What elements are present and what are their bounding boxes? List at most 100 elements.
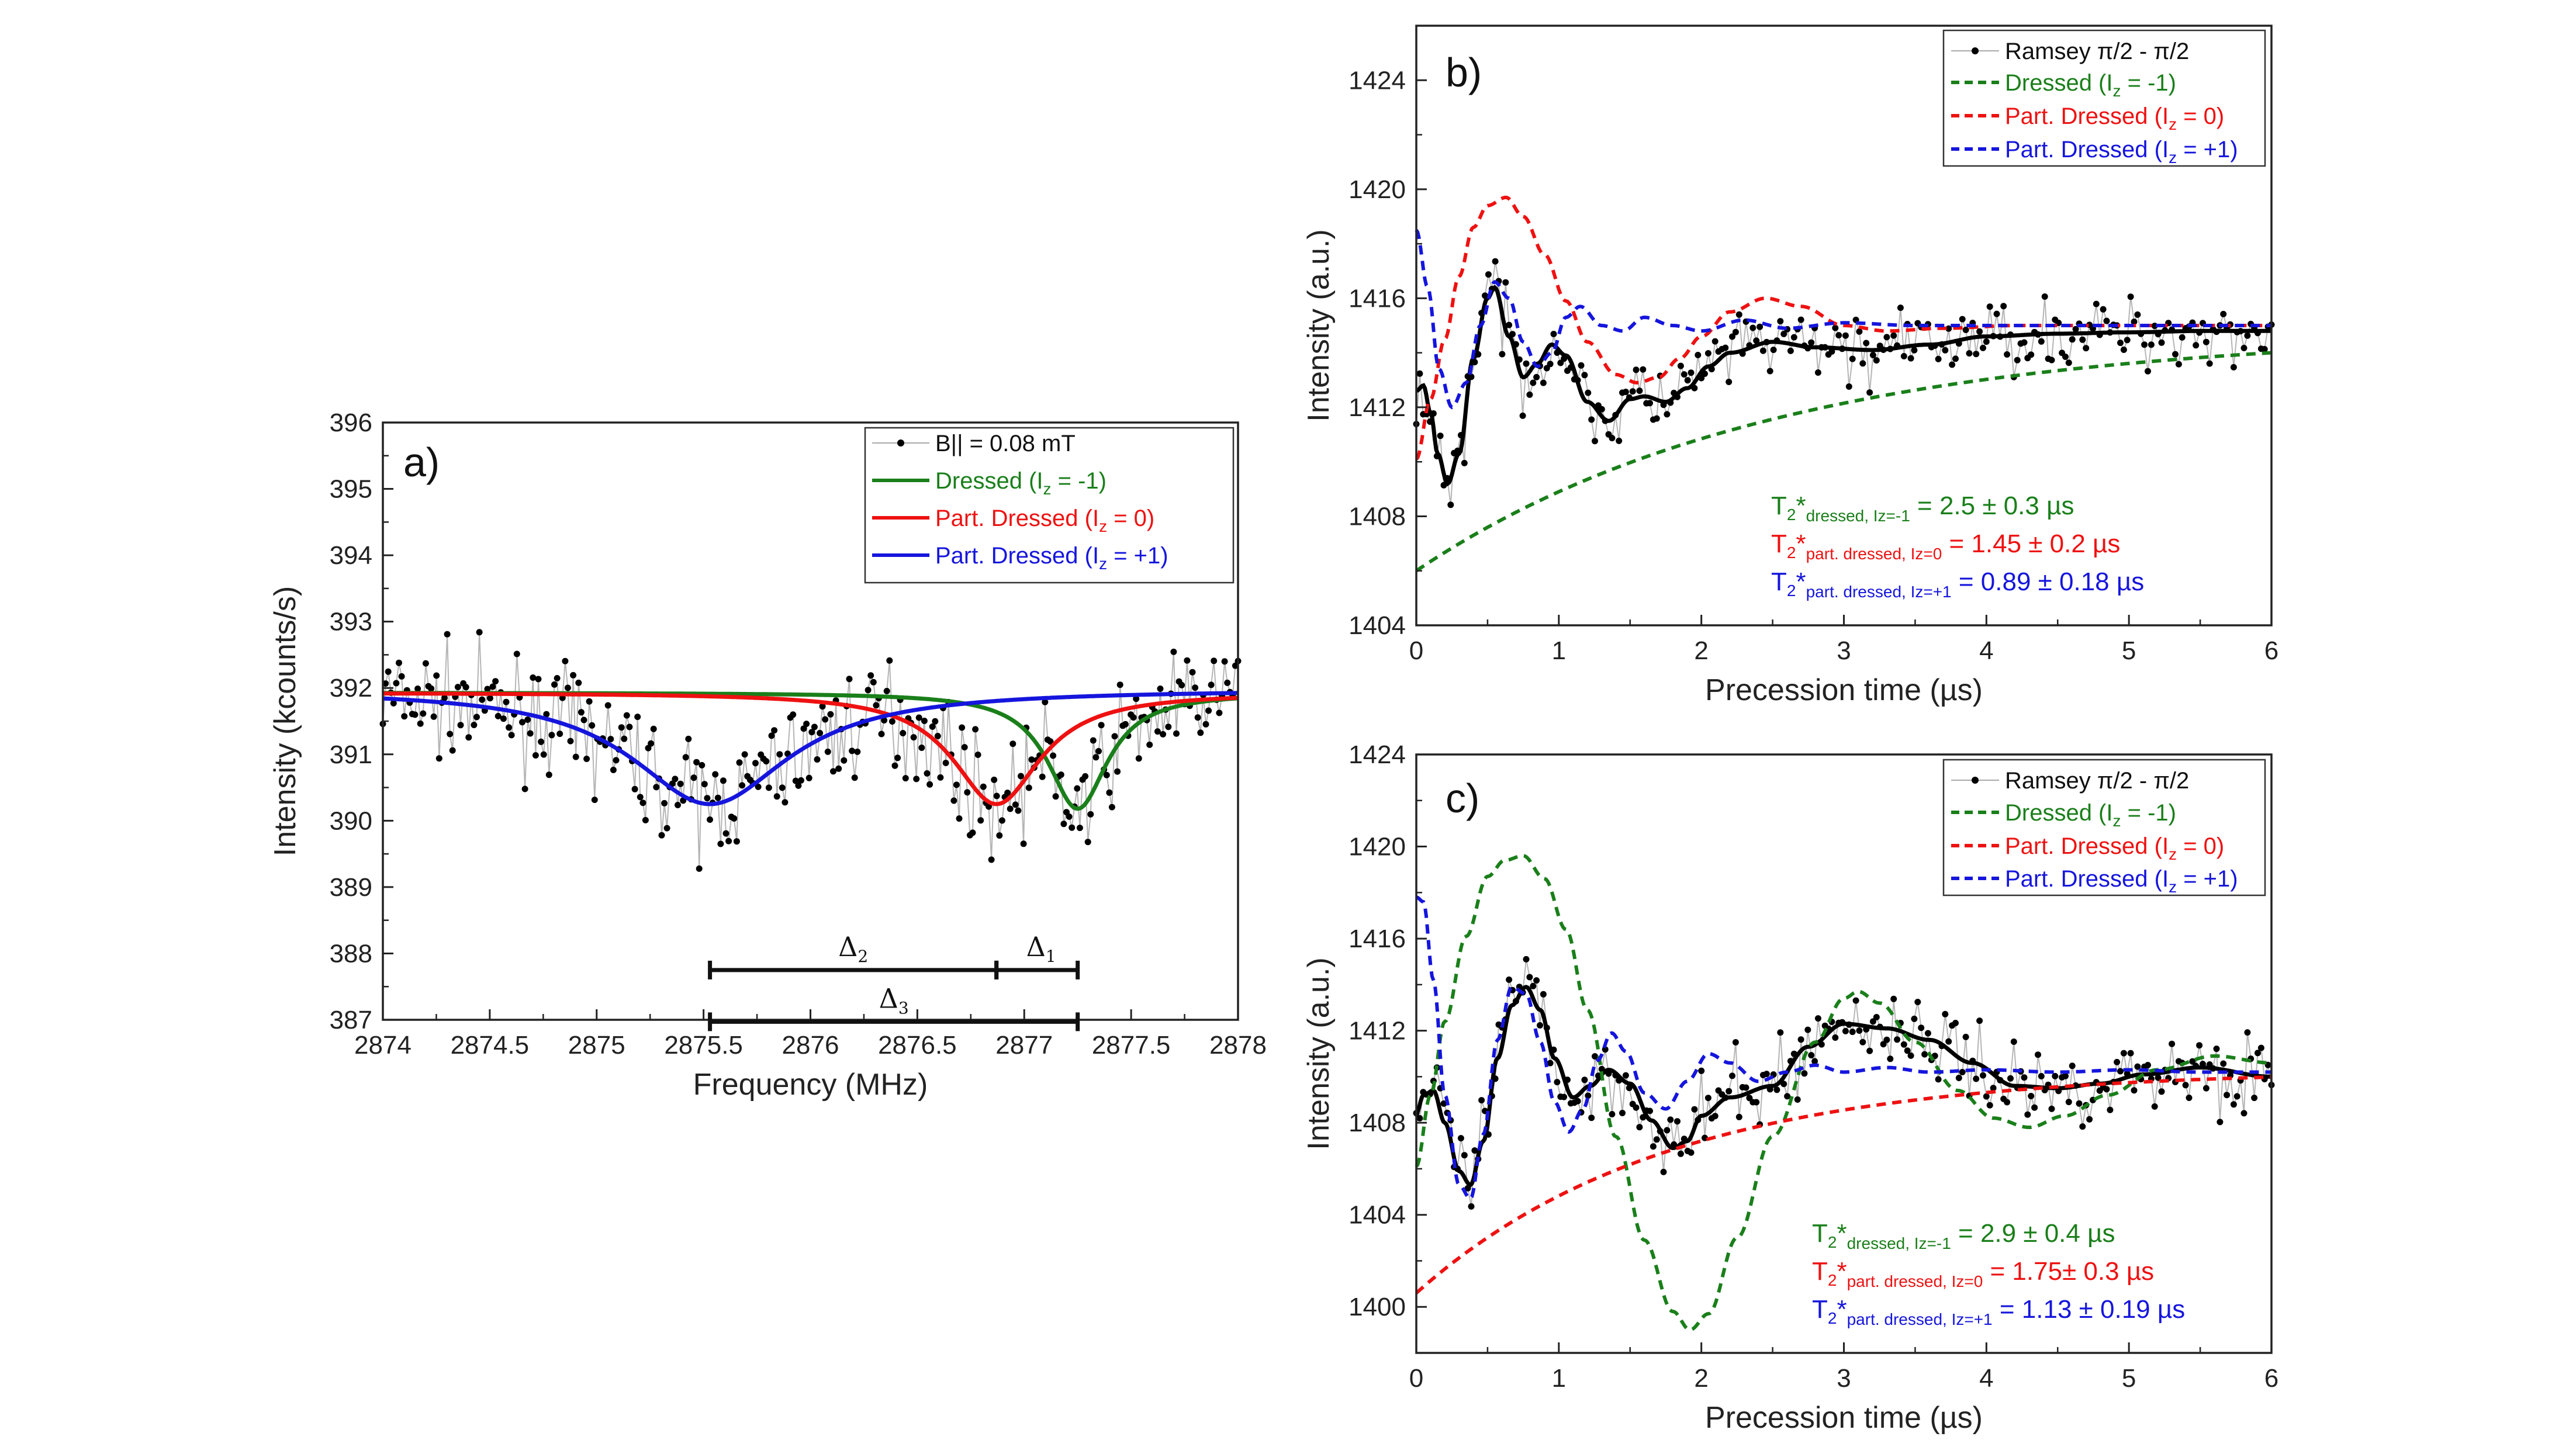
data-point (2048, 1105, 2055, 1112)
data-point (414, 686, 421, 692)
annotation-star: * (1837, 1219, 1847, 1248)
data-point (998, 817, 1005, 824)
data-point (637, 794, 644, 801)
data-point (1753, 337, 1760, 344)
data-point (570, 671, 577, 679)
data-point (1519, 412, 1526, 419)
data-point (1677, 362, 1684, 369)
data-point (1461, 1152, 1468, 1159)
data-point (1990, 1085, 1997, 1092)
data-point (658, 832, 665, 839)
data-point (1866, 1047, 1873, 1054)
data-point (1704, 350, 1711, 356)
data-point (530, 674, 537, 681)
data-point (830, 768, 836, 775)
data-point (1664, 411, 1671, 418)
data-point (1794, 1096, 1801, 1103)
data-point (690, 774, 697, 781)
interval-symbol: Δ (1026, 931, 1046, 963)
annotation-value: = 2.9 ± 0.4 µs (1951, 1219, 2115, 1248)
data-point (519, 719, 525, 726)
data-point (1526, 974, 1533, 981)
y-tick-label: 1424 (1348, 740, 1406, 769)
data-point (2052, 1072, 2059, 1079)
data-point (447, 731, 454, 738)
data-point (2028, 351, 2035, 358)
interval-subscript: 3 (898, 998, 909, 1017)
y-tick-label: 1404 (1348, 1201, 1406, 1230)
data-point (1114, 768, 1121, 775)
annotation-condition: dressed, Iz=-1 (1806, 507, 1910, 525)
data-point (1170, 648, 1177, 655)
data-point (610, 767, 617, 773)
data-point (2230, 364, 2237, 371)
annotation-t2-2: T2*part. dressed, Iz=+1 = 0.89 ± 0.18 µs (1771, 567, 2144, 601)
chart-panel-a: 2874 2874.5 2875 2875.5 2876 2876.5 2877 2877.5… (268, 409, 1267, 1102)
x-axis: 0 1 2 3 4 5 6 (1409, 1342, 2278, 1393)
legend-label-suffix: = -1) (1052, 468, 1107, 494)
data-point (993, 792, 1000, 799)
y-axis-label: Intensity (a.u.) (1302, 229, 1336, 421)
data-point (449, 747, 456, 754)
data-point (1015, 807, 1022, 814)
y-axis-label: Intensity (a.u.) (1302, 957, 1336, 1150)
data-point (506, 724, 513, 731)
data-point (1935, 1076, 1942, 1083)
x-tick-label: 2874 (354, 1031, 412, 1060)
data-point (782, 799, 789, 806)
data-point (524, 716, 531, 723)
annotation-symbol: T (1812, 1295, 1828, 1324)
data-point (1103, 771, 1110, 778)
data-point (2186, 1095, 2193, 1101)
legend-label-text: Part. Dressed (I (2005, 103, 2169, 129)
data-point (2107, 1106, 2114, 1113)
data-point (755, 783, 762, 790)
data-point (572, 753, 579, 760)
y-tick-label: 391 (330, 740, 372, 769)
data-point (2169, 1040, 2176, 1047)
data-point (1849, 355, 1856, 362)
data-point (2014, 356, 2021, 364)
legend-label-suffix: = +1) (2177, 866, 2238, 892)
annotation-subscript: 2 (1828, 1309, 1837, 1327)
data-point (1797, 316, 1804, 323)
data-point (763, 758, 770, 765)
data-point (1921, 1051, 1928, 1058)
data-point (878, 731, 885, 738)
data-point (1702, 1134, 1708, 1141)
annotation-star: * (1796, 491, 1806, 520)
data-point (1955, 1075, 1962, 1081)
data-point (1633, 366, 1640, 373)
data-point (1004, 790, 1011, 797)
y-tick-label: 1420 (1348, 175, 1406, 204)
data-point (2145, 368, 2151, 375)
data-point (1808, 1052, 1815, 1059)
data-point (540, 751, 547, 758)
data-point (991, 776, 998, 783)
annotation-value: = 2.5 ± 0.3 µs (1910, 491, 2074, 520)
legend-label-text: Part. Dressed (I (935, 506, 1099, 531)
x-tick-label: 4 (1979, 636, 1993, 665)
data-point (1530, 379, 1537, 386)
data-point (1914, 999, 1921, 1005)
data-point (1763, 1071, 1770, 1078)
data-point (1859, 360, 1866, 367)
data-point (648, 740, 655, 747)
data-point (1811, 1058, 1818, 1065)
data-point (1766, 368, 1773, 375)
data-point (779, 784, 786, 791)
data-point (401, 713, 408, 720)
data-point (1695, 352, 1702, 358)
data-point (1842, 332, 1849, 339)
legend-label-text: Part. Dressed (I (2005, 866, 2169, 892)
data-point (1942, 347, 1949, 354)
data-point (1959, 1069, 1966, 1075)
data-point (562, 657, 569, 664)
interval-label: Δ3 (879, 982, 909, 1017)
annotation-t2-2: T2*part. dressed, Iz=+1 = 1.13 ± 0.19 µs (1812, 1295, 2185, 1328)
data-point (521, 785, 528, 792)
data-point (1106, 789, 1113, 796)
data-connector-line (382, 632, 1239, 869)
legend-label-suffix: = 0) (2177, 833, 2224, 859)
